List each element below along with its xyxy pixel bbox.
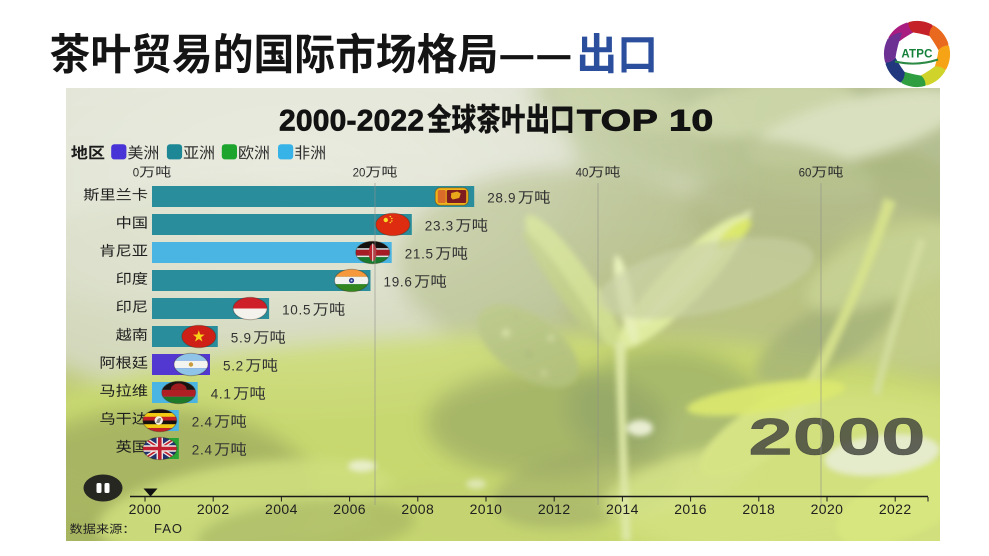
- svg-text:ATPC: ATPC: [901, 49, 932, 61]
- svg-text:2014: 2014: [606, 501, 639, 517]
- svg-text:2000: 2000: [129, 501, 162, 517]
- svg-text:2018: 2018: [742, 501, 775, 517]
- svg-text:2016: 2016: [674, 501, 707, 517]
- svg-text:19.6: 19.6: [384, 275, 413, 290]
- svg-text:2008: 2008: [401, 501, 434, 517]
- svg-text:4.1: 4.1: [211, 387, 232, 402]
- svg-text:28.9: 28.9: [487, 191, 516, 206]
- svg-text:TOP 10: TOP 10: [577, 105, 714, 138]
- svg-text:2006: 2006: [333, 501, 366, 517]
- svg-text:2020: 2020: [811, 501, 844, 517]
- svg-text:2.4: 2.4: [192, 443, 213, 458]
- svg-text:5.2: 5.2: [223, 359, 244, 374]
- svg-text:2000-2022: 2000-2022: [279, 105, 424, 138]
- svg-text:2022: 2022: [879, 501, 912, 517]
- svg-text:5.9: 5.9: [231, 331, 252, 346]
- svg-text:FAO: FAO: [154, 521, 183, 536]
- svg-text:10.5: 10.5: [282, 303, 311, 318]
- svg-text:2.4: 2.4: [192, 415, 213, 430]
- svg-text:2010: 2010: [470, 501, 503, 517]
- svg-text:2002: 2002: [197, 501, 230, 517]
- svg-text:2012: 2012: [538, 501, 571, 517]
- svg-text:2000: 2000: [748, 408, 925, 466]
- svg-text:20: 20: [353, 168, 366, 180]
- svg-text:40: 40: [576, 168, 589, 180]
- svg-text:23.3: 23.3: [425, 219, 454, 234]
- svg-text:60: 60: [799, 168, 812, 180]
- svg-text:2004: 2004: [265, 501, 298, 517]
- svg-text:0: 0: [133, 168, 139, 180]
- svg-text:21.5: 21.5: [405, 247, 434, 262]
